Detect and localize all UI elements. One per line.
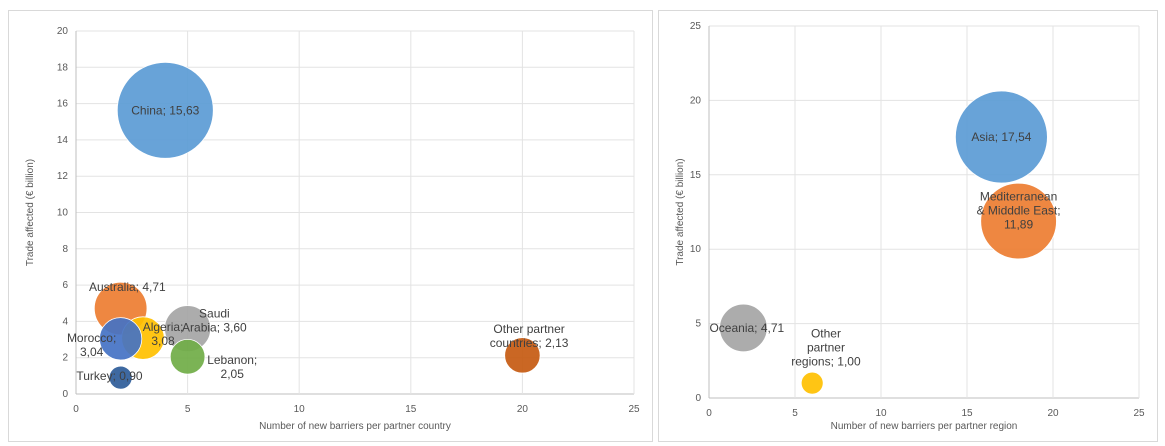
x-tick-label: 25 <box>1133 408 1145 419</box>
y-tick-label: 6 <box>62 280 68 291</box>
bubble <box>980 182 1057 260</box>
bubble <box>800 371 824 395</box>
y-tick-label: 2 <box>62 353 68 364</box>
data-label: Turkey; 0,90 <box>76 369 143 383</box>
y-tick-label: 16 <box>57 99 69 110</box>
x-tick-label: 5 <box>792 408 798 419</box>
y-tick-label: 4 <box>62 316 68 327</box>
bubble <box>954 90 1048 184</box>
x-axis-title: Number of new barriers per partner count… <box>259 421 451 432</box>
y-tick-label: 20 <box>57 26 69 37</box>
data-label: Lebanon; 2,05 <box>207 353 257 381</box>
bubble <box>99 317 143 361</box>
chart-panel-regions: 0 5 10 15 20 25 0 5 10 15 20 25 Number of new barrie… <box>658 10 1158 442</box>
data-label: Morocco; 3,04 <box>67 331 116 359</box>
x-tick-label: 25 <box>628 404 640 415</box>
x-tick-label: 10 <box>294 404 306 415</box>
y-tick-label: 5 <box>695 319 701 330</box>
y-tick-label: 20 <box>690 95 702 106</box>
bubble <box>504 337 541 374</box>
y-tick-label: 0 <box>62 389 68 400</box>
bubble <box>719 303 768 353</box>
x-tick-label: 5 <box>185 404 191 415</box>
bubble-chart-countries: 0 2 4 6 8 10 12 14 16 18 20 0 5 10 15 20 25 Number of new… <box>25 26 640 432</box>
bubble-chart-regions: 0 5 10 15 20 25 0 5 10 15 20 25 Number of new barrie… <box>675 21 1145 432</box>
data-label: Australia; 4,71 <box>89 280 166 294</box>
x-tick-label: 0 <box>706 408 712 419</box>
chart-panel-countries: 0 2 4 6 8 10 12 14 16 18 20 0 5 10 15 20 25 Number of new… <box>8 10 653 442</box>
y-axis-title: Trade affected (€ billion) <box>25 159 36 266</box>
data-label: Saudi Arabia; 3,60 <box>182 306 247 334</box>
data-label: Algeria; 3,08 <box>143 320 184 348</box>
y-tick-label: 0 <box>695 393 701 404</box>
x-tick-label: 10 <box>875 408 887 419</box>
bubble <box>116 61 214 159</box>
y-tick-label: 25 <box>690 21 702 32</box>
x-tick-label: 15 <box>961 408 973 419</box>
data-label: Other partner regions; 1,00 <box>791 326 861 368</box>
y-tick-label: 10 <box>57 208 69 219</box>
x-tick-label: 20 <box>1047 408 1059 419</box>
x-axis-title: Number of new barriers per partner regio… <box>831 421 1018 432</box>
data-label: Other partner countries; 2,13 <box>490 322 569 350</box>
y-axis-title: Trade affected (€ billion) <box>675 158 686 265</box>
x-tick-label: 0 <box>73 404 79 415</box>
data-label: Asia; 17,54 <box>971 130 1031 144</box>
y-tick-label: 10 <box>690 244 702 255</box>
x-tick-label: 20 <box>517 404 529 415</box>
data-label: Mediterranean & Midddle East; 11,89 <box>977 190 1061 232</box>
y-tick-label: 12 <box>57 171 69 182</box>
bubble <box>169 339 206 375</box>
bubble <box>108 365 133 390</box>
y-tick-label: 8 <box>62 244 68 255</box>
data-label: China; 15,63 <box>131 103 199 117</box>
y-tick-label: 18 <box>57 62 69 73</box>
y-tick-label: 14 <box>57 135 69 146</box>
data-label: Oceania; 4,71 <box>709 321 784 335</box>
x-tick-label: 15 <box>405 404 417 415</box>
y-tick-label: 15 <box>690 170 702 181</box>
